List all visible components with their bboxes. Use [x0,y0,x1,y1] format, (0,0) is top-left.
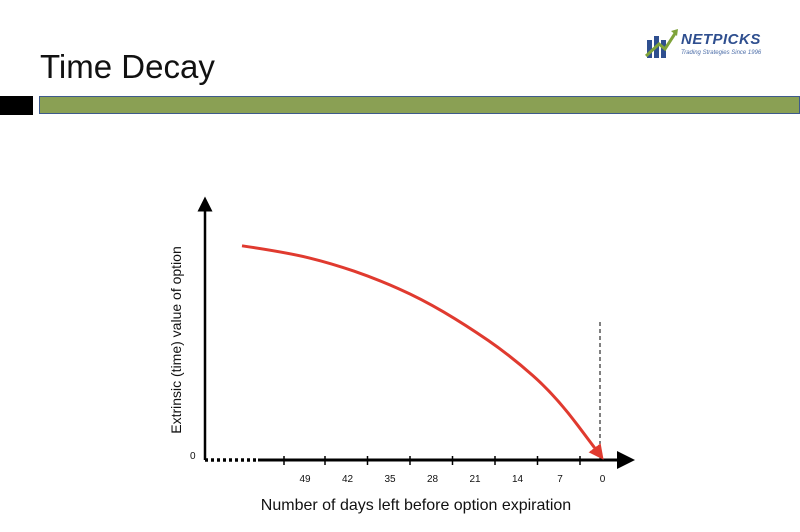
logo-tagline: Trading Strategies Since 1996 [681,50,762,56]
page-title: Time Decay [40,48,215,85]
x-tick-label-21: 21 [469,474,481,485]
x-tick-label-28: 28 [427,474,439,485]
x-tick-label-35: 35 [384,474,396,485]
x-tick-label-14: 14 [512,474,524,485]
y-origin-label: 0 [190,451,196,462]
x-tick-label-0: 0 [600,474,606,485]
x-tick-label-7: 7 [557,474,563,485]
x-tick-label-49: 49 [299,474,311,485]
title-accent-block [0,96,33,115]
x-axis-label: Number of days left before option expira… [261,497,571,514]
y-axis-label: Extrinsic (time) value of option [168,246,184,434]
netpicks-chart-arrow-icon [644,29,678,58]
x-tick-label-42: 42 [342,474,354,485]
logo-name: NETPICKS [681,31,761,48]
netpicks-logo: NETPICKS Trading Strategies Since 1996 [644,26,795,68]
decay-curve [241,244,604,460]
